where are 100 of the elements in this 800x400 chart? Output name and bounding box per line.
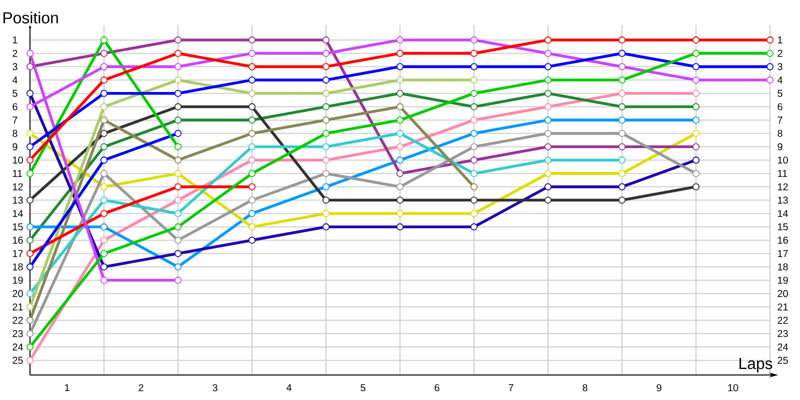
point <box>100 116 108 124</box>
y-tick-label: 5 <box>12 90 18 97</box>
point <box>248 63 256 70</box>
point <box>100 76 108 84</box>
point <box>174 90 182 97</box>
point <box>100 90 108 97</box>
y-tick-label: 6 <box>12 103 18 110</box>
y2-tick-label: 8 <box>778 130 782 137</box>
point <box>322 50 330 57</box>
point <box>396 143 404 150</box>
point <box>248 116 256 124</box>
point <box>544 76 552 84</box>
point <box>470 210 478 218</box>
point <box>396 183 404 190</box>
x-tick-label: 10 <box>728 384 738 392</box>
point <box>174 223 182 230</box>
point <box>100 36 108 44</box>
y2-tick-label: 25 <box>778 356 788 364</box>
point <box>470 103 478 110</box>
point <box>544 143 552 150</box>
y2-tick-label: 24 <box>778 344 788 350</box>
point <box>26 236 34 244</box>
point <box>174 63 182 70</box>
point <box>174 250 182 258</box>
point <box>248 143 256 150</box>
point <box>100 183 108 190</box>
x-tick-label: 2 <box>138 384 144 392</box>
point <box>396 63 404 70</box>
point <box>174 103 182 110</box>
y-tick-label: 4 <box>12 76 18 84</box>
point <box>618 170 626 178</box>
point <box>322 36 330 44</box>
y-tick-label: 24 <box>12 344 23 350</box>
point <box>174 276 182 284</box>
point <box>692 170 700 178</box>
point <box>396 156 404 164</box>
point <box>544 36 552 44</box>
point <box>26 263 34 270</box>
y2-tick-label: 11 <box>778 170 788 177</box>
point <box>322 130 330 137</box>
point <box>396 116 404 124</box>
y2-tick-label: 3 <box>778 63 782 70</box>
point <box>26 303 34 310</box>
point <box>322 210 330 218</box>
y-tick-label: 19 <box>12 276 23 284</box>
point <box>248 236 256 244</box>
point <box>470 130 478 137</box>
point <box>322 183 330 190</box>
y2-tick-label: 2 <box>778 50 782 57</box>
point <box>544 63 552 70</box>
y2-tick-label: 21 <box>778 303 788 310</box>
point <box>26 343 34 351</box>
point <box>396 103 404 110</box>
point <box>396 76 404 84</box>
point <box>26 196 34 204</box>
point <box>26 130 34 137</box>
point <box>470 183 478 190</box>
y2-tick-label: 9 <box>778 143 782 150</box>
x-tick-label: 3 <box>212 384 218 392</box>
point <box>544 50 552 57</box>
x-tick-label: 1 <box>64 384 70 392</box>
y-tick-label: 11 <box>12 170 22 177</box>
point <box>322 170 330 178</box>
y2-tick-label: 22 <box>778 316 788 324</box>
point <box>544 183 552 190</box>
y-tick-label: 16 <box>12 236 23 244</box>
point <box>248 183 256 190</box>
y2-tick-label: 14 <box>778 210 788 217</box>
y-tick-label: 17 <box>12 250 23 257</box>
point <box>26 63 34 70</box>
y-tick-label: 8 <box>12 130 18 137</box>
point <box>174 50 182 57</box>
point <box>100 236 108 244</box>
point <box>174 143 182 150</box>
point <box>100 196 108 204</box>
point <box>322 196 330 204</box>
y-tick-label: 7 <box>12 116 18 124</box>
point <box>766 36 774 44</box>
point <box>692 36 700 44</box>
point <box>692 183 700 190</box>
point <box>618 183 626 190</box>
point <box>692 90 700 97</box>
y2-tick-label: 20 <box>778 290 788 298</box>
y-tick-label: 20 <box>12 290 23 298</box>
point <box>100 276 108 284</box>
point <box>544 196 552 204</box>
y2-tick-label: 23 <box>778 330 788 338</box>
point <box>618 76 626 84</box>
point <box>396 170 404 178</box>
point <box>26 90 34 97</box>
y-axis-title: Position <box>4 12 58 24</box>
point <box>174 130 182 137</box>
point <box>248 156 256 164</box>
point <box>618 36 626 44</box>
point <box>248 130 256 137</box>
point <box>100 263 108 270</box>
point <box>396 130 404 137</box>
point <box>692 143 700 150</box>
point <box>618 63 626 70</box>
point <box>470 36 478 44</box>
